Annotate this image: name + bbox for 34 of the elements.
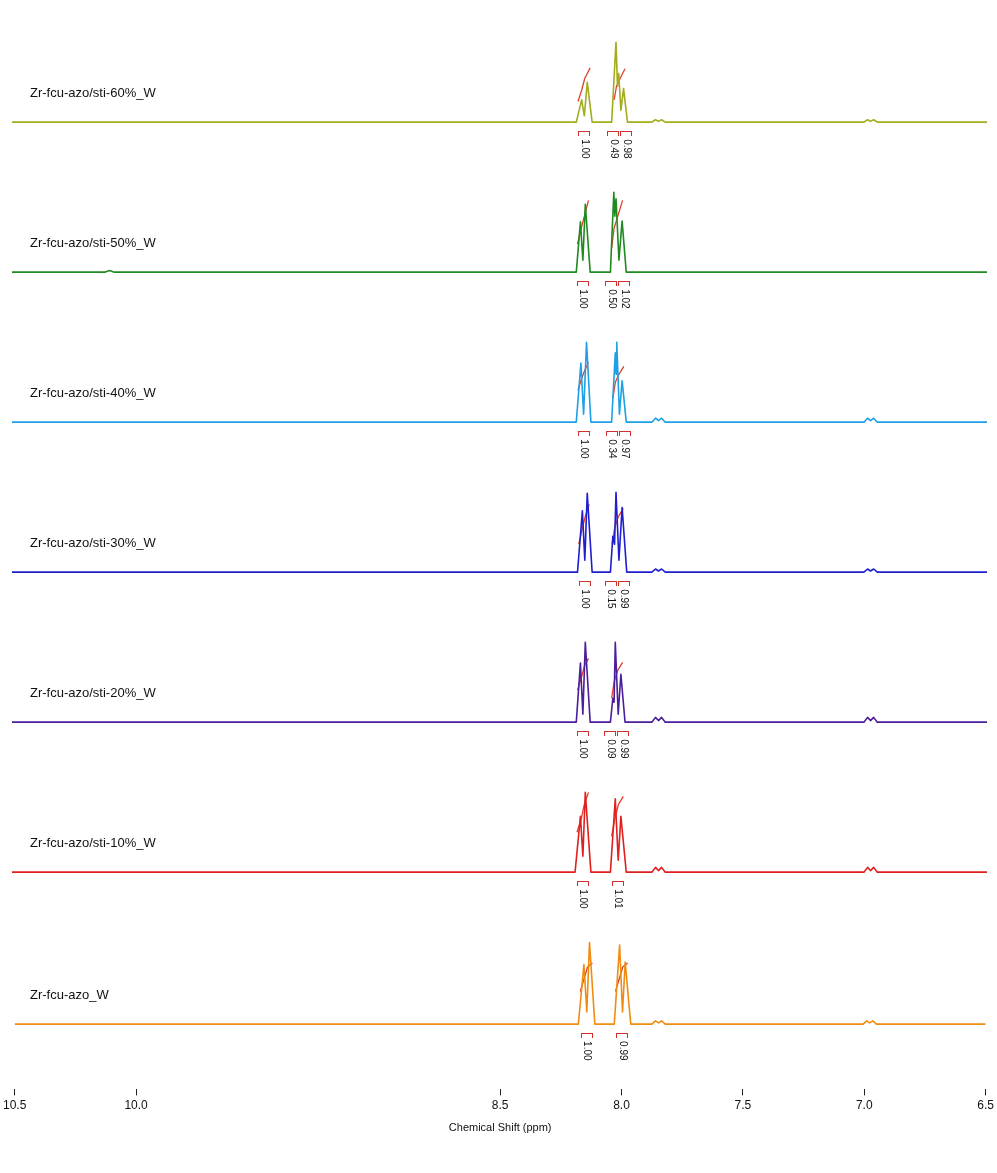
x-tick-label: 10.5 [3, 1097, 27, 1112]
text: 1.01 [613, 889, 625, 910]
text: 1.00 [578, 739, 590, 760]
x-tick-label: 7.0 [855, 1097, 873, 1112]
x-tick-label: 6.5 [977, 1097, 995, 1112]
series-label: Zr-fcu-azo/sti-30%_W [30, 535, 157, 551]
text: 0.34 [607, 439, 619, 460]
text: 1.02 [619, 289, 631, 310]
x-tick-label: 8.5 [491, 1097, 509, 1112]
series-label: Zr-fcu-azo/sti-40%_W [30, 385, 157, 401]
series-label: Zr-fcu-azo/sti-10%_W [30, 835, 157, 851]
text: 0.99 [619, 589, 631, 610]
text: 0.50 [606, 289, 618, 310]
x-axis-title: Chemical Shift (ppm) [448, 1121, 552, 1134]
x-tick-label: 8.0 [613, 1097, 631, 1112]
text: 1.00 [578, 289, 590, 310]
text: 1.00 [579, 139, 591, 160]
text: 1.00 [578, 889, 590, 910]
text: 0.09 [605, 739, 617, 760]
text: 0.15 [606, 589, 618, 610]
series-label: Zr-fcu-azo/sti-50%_W [30, 235, 157, 251]
x-tick-label: 10.0 [124, 1097, 149, 1112]
text: 1.00 [578, 439, 590, 460]
text: 0.97 [620, 439, 632, 460]
text: 0.98 [621, 139, 633, 160]
text: 1.00 [580, 589, 592, 610]
series-label: Zr-fcu-azo_W [30, 987, 110, 1003]
text: 0.99 [618, 739, 630, 760]
series-label: Zr-fcu-azo/sti-60%_W [30, 85, 157, 101]
text: 0.49 [608, 139, 620, 160]
text: 0.99 [617, 1041, 629, 1062]
series-label: Zr-fcu-azo/sti-20%_W [30, 685, 157, 701]
x-tick-label: 7.5 [734, 1097, 752, 1112]
text: 1.00 [581, 1041, 593, 1062]
